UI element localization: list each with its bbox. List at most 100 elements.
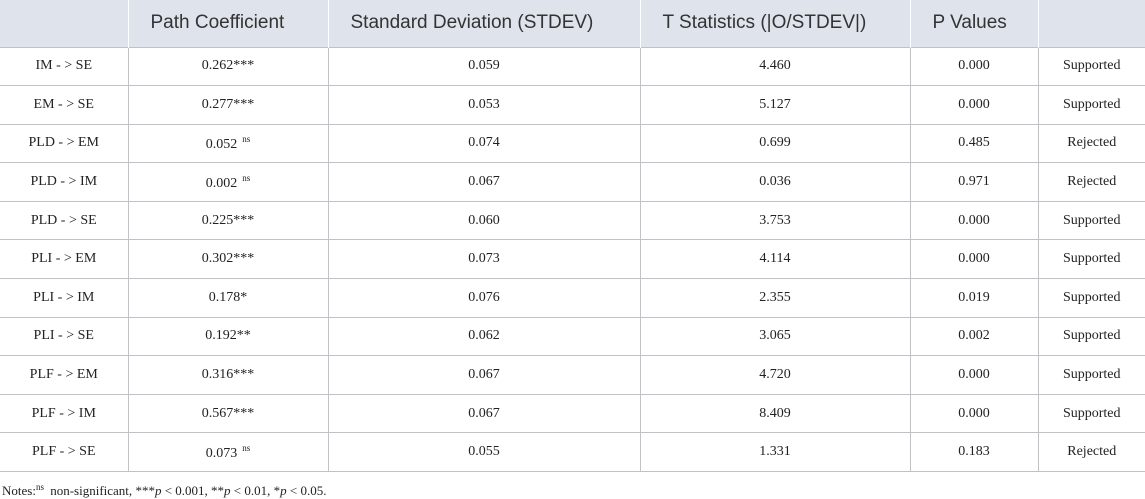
path-coefficient-cell-text: 0.262***: [201, 58, 255, 74]
results-table: Path Coefficient Standard Deviation (STDE…: [0, 0, 1145, 473]
path-coefficient-cell-text: 0.277***: [201, 96, 255, 112]
stdev-cell-text: 0.053: [468, 96, 500, 112]
path-coefficient-cell-text: 0.225***: [201, 212, 255, 228]
stdev-cell: 0.060: [328, 201, 641, 241]
p-value-cell-text: 0.002: [958, 328, 990, 344]
path-coefficient-cell: 0.262***: [128, 46, 329, 87]
p-symbol: p: [224, 483, 231, 499]
result-cell: Rejected: [1038, 432, 1145, 473]
path-coefficient-cell: 0.277***: [128, 85, 329, 125]
stdev-cell-text: 0.067: [468, 367, 500, 383]
stdev-cell: 0.059: [328, 46, 641, 87]
p-symbol: p: [154, 483, 162, 499]
significance-superscript: ns: [242, 133, 251, 144]
stdev-cell: 0.067: [328, 355, 641, 395]
one-star: *: [273, 483, 281, 499]
result-cell-text: Supported: [1062, 289, 1121, 305]
path-cell-text: IM - > SE: [35, 58, 92, 74]
result-cell-text: Supported: [1062, 212, 1121, 228]
result-cell-text: Supported: [1062, 96, 1121, 112]
path-cell: PLI - > IM: [0, 278, 129, 318]
result-cell-text: Supported: [1062, 367, 1121, 383]
result-cell-text: Rejected: [1067, 174, 1117, 190]
table-row: EM - > SE 0.277*** 0.053 5.127 0.000 Supporte…: [0, 85, 1145, 125]
p-value-cell-text: 0.019: [958, 289, 990, 305]
table-row: PLF - > SE 0.073 ns 0.055 1.331 0.183 Rejected: [0, 432, 1145, 473]
table-row: PLF - > EM 0.316*** 0.067 4.720 0.000 Support…: [0, 355, 1145, 395]
t-statistic-cell: 4.720: [640, 355, 911, 395]
result-cell: Supported: [1038, 201, 1145, 241]
path-coefficient-cell-text: 0.192**: [205, 328, 251, 344]
stdev-cell-text: 0.060: [468, 212, 500, 228]
path-coefficient-cell-text: 0.178*: [208, 289, 248, 305]
result-cell-text: Rejected: [1067, 135, 1117, 151]
t-statistic-cell-text: 1.331: [759, 444, 791, 460]
path-coefficient-cell-text: 0.567***: [201, 405, 255, 421]
stdev-cell-text: 0.062: [468, 328, 500, 344]
p-value-cell: 0.485: [910, 124, 1039, 164]
result-cell: Supported: [1038, 46, 1145, 87]
result-cell: Supported: [1038, 85, 1145, 125]
t-statistic-cell-text: 4.114: [759, 251, 791, 267]
t-statistic-cell: 4.460: [640, 46, 911, 87]
t-statistic-cell: 1.331: [640, 432, 911, 473]
path-coefficient-cell: 0.002 ns: [128, 162, 329, 202]
three-star-threshold: < 0.001,: [161, 483, 212, 499]
path-cell: PLD - > SE: [0, 201, 129, 241]
path-coefficient-cell: 0.225***: [128, 201, 329, 241]
one-star-threshold: < 0.05.: [286, 483, 327, 499]
path-cell-text: PLI - > IM: [33, 289, 95, 305]
result-cell: Rejected: [1038, 124, 1145, 164]
path-cell: PLD - > EM: [0, 124, 129, 164]
path-cell: PLF - > EM: [0, 355, 129, 395]
table-row: PLD - > IM 0.002 ns 0.067 0.036 0.971 Rejected: [0, 162, 1145, 202]
t-statistic-cell: 8.409: [640, 394, 911, 434]
column-header: [1038, 0, 1145, 47]
t-statistic-cell: 3.065: [640, 317, 911, 357]
stdev-cell-text: 0.067: [468, 405, 500, 421]
stdev-cell-text: 0.074: [468, 135, 500, 151]
path-cell: EM - > SE: [0, 85, 129, 125]
column-header: T Statistics (|O/STDEV|): [640, 0, 911, 47]
stdev-cell: 0.067: [328, 394, 641, 434]
stdev-cell: 0.073: [328, 239, 641, 280]
p-value-cell: 0.971: [910, 162, 1039, 202]
path-cell: PLD - > IM: [0, 162, 129, 202]
result-cell: Supported: [1038, 278, 1145, 318]
p-symbol: p: [280, 483, 287, 499]
p-value-cell-text: 0.000: [958, 212, 990, 228]
two-star: **: [211, 483, 225, 499]
p-value-cell-text: 0.000: [958, 405, 990, 421]
stdev-cell: 0.076: [328, 278, 641, 318]
table-body: IM - > SE 0.262*** 0.059 4.460 0.000 Supporte…: [0, 46, 1145, 473]
path-cell: PLI - > SE: [0, 317, 129, 357]
p-value-cell: 0.000: [910, 201, 1039, 241]
notes-prefix: Notes:: [2, 483, 36, 499]
column-header: Path Coefficient: [128, 0, 329, 47]
path-cell-text: PLF - > EM: [29, 367, 98, 383]
result-cell-text: Supported: [1062, 58, 1121, 74]
result-cell: Supported: [1038, 317, 1145, 357]
p-value-cell: 0.002: [910, 317, 1039, 357]
path-coefficient-cell-text: 0.002: [205, 175, 238, 191]
p-value-cell-text: 0.000: [958, 251, 990, 267]
result-cell-text: Supported: [1062, 328, 1121, 344]
p-value-cell: 0.019: [910, 278, 1039, 318]
stdev-cell: 0.074: [328, 124, 641, 164]
result-cell-text: Supported: [1062, 251, 1121, 267]
path-cell-text: PLD - > IM: [30, 174, 98, 190]
path-coefficient-cell: 0.052 ns: [128, 124, 329, 164]
three-star: ***: [135, 483, 155, 499]
t-statistic-cell-text: 0.699: [759, 135, 791, 151]
result-cell: Supported: [1038, 355, 1145, 395]
path-coefficient-cell: 0.316***: [128, 355, 329, 395]
table-row: PLD - > SE 0.225*** 0.060 3.753 0.000 Support…: [0, 201, 1145, 241]
path-cell-text: PLI - > SE: [33, 328, 94, 344]
table-header: Path Coefficient Standard Deviation (STDE…: [0, 0, 1145, 47]
table-row: PLI - > EM 0.302*** 0.073 4.114 0.000 Support…: [0, 239, 1145, 280]
path-coefficient-cell-text: 0.302***: [201, 251, 255, 267]
result-cell: Supported: [1038, 394, 1145, 434]
p-value-cell: 0.000: [910, 85, 1039, 125]
p-value-cell-text: 0.971: [958, 174, 990, 190]
stdev-cell: 0.062: [328, 317, 641, 357]
